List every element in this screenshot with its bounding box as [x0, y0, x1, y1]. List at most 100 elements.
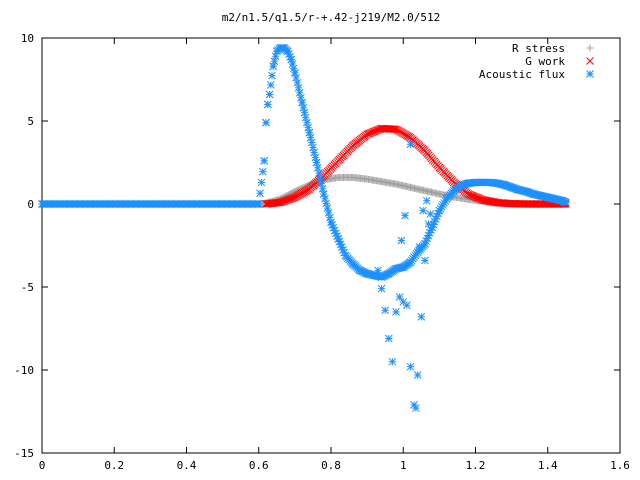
y-tick-label: -10: [14, 364, 34, 377]
data-point: [381, 306, 390, 315]
data-point: [309, 143, 317, 152]
series-layer: [38, 44, 570, 413]
data-point: [356, 266, 364, 275]
data-point: [317, 179, 326, 188]
data-point: [426, 210, 435, 218]
data-point: [464, 190, 473, 198]
data-point: [500, 181, 509, 189]
data-point: [269, 62, 278, 71]
data-point: [363, 269, 371, 278]
data-point: [472, 193, 481, 202]
data-point: [265, 90, 274, 99]
data-point: [146, 200, 155, 208]
data-point: [310, 148, 318, 157]
data-point: [406, 140, 415, 149]
data-point: [421, 256, 429, 265]
data-point: [322, 199, 331, 208]
data-point: [262, 118, 270, 127]
plot-frame: [41, 37, 621, 454]
data-point: [256, 189, 264, 198]
x-tick-label: 1.4: [538, 459, 558, 472]
data-point: [268, 71, 276, 80]
data-point: [374, 266, 382, 275]
x-tick-label: 0.8: [321, 459, 341, 472]
data-point: [318, 184, 327, 193]
data-point: [413, 248, 422, 256]
data-point: [364, 129, 373, 138]
data-point: [298, 98, 306, 107]
data-point: [38, 200, 46, 208]
data-point: [377, 273, 386, 281]
data-point: [323, 204, 332, 213]
data-point: [306, 133, 315, 142]
data-point: [304, 123, 312, 132]
data-point: [464, 179, 473, 188]
data-point: [442, 195, 451, 203]
data-point: [370, 271, 379, 280]
data-point: [288, 194, 297, 203]
data-point: [365, 129, 374, 138]
data-point: [419, 206, 427, 215]
data-point: [388, 357, 397, 366]
data-point: [307, 138, 316, 147]
data-point: [297, 93, 305, 102]
data-point: [470, 192, 479, 201]
data-point: [514, 186, 523, 194]
data-point: [412, 404, 420, 413]
data-point: [417, 313, 426, 321]
data-point: [334, 235, 343, 243]
data-point: [468, 191, 477, 200]
data-point: [406, 258, 415, 266]
data-point: [291, 69, 299, 77]
data-point: [413, 371, 422, 379]
data-point: [384, 334, 393, 343]
data-point: [493, 179, 502, 188]
data-point: [327, 218, 335, 227]
data-point: [258, 167, 267, 176]
data-point: [457, 181, 465, 190]
data-point: [218, 200, 227, 208]
data-point: [276, 44, 285, 52]
data-point: [263, 100, 272, 109]
data-point: [478, 178, 487, 187]
data-point: [312, 158, 321, 167]
data-point: [368, 128, 377, 137]
data-point: [316, 174, 325, 183]
data-point: [260, 156, 269, 165]
data-point: [367, 128, 375, 137]
data-point: [473, 193, 482, 202]
legend-marker: [586, 70, 594, 78]
data-point: [283, 47, 292, 56]
data-point: [341, 251, 350, 260]
data-point: [372, 126, 381, 135]
y-tick-label: 5: [27, 115, 34, 128]
data-point: [384, 269, 393, 278]
data-point: [325, 213, 334, 222]
data-point: [377, 284, 386, 293]
data-point: [406, 362, 415, 371]
data-point: [293, 78, 302, 87]
x-tick-label: 0: [39, 459, 46, 472]
data-point: [486, 178, 494, 187]
data-point: [300, 108, 309, 117]
data-point: [551, 195, 559, 203]
data-point: [288, 60, 297, 68]
data-point: [371, 127, 379, 135]
x-tick-label: 1.2: [466, 459, 486, 472]
data-point: [465, 190, 474, 199]
data-point: [292, 73, 300, 82]
data-point: [467, 191, 475, 199]
data-point: [311, 153, 320, 162]
x-tick-label: 1.6: [610, 459, 630, 472]
data-point: [299, 103, 308, 112]
data-point: [295, 88, 304, 97]
legend-label: G work: [525, 55, 565, 68]
data-point: [110, 200, 119, 208]
data-point: [301, 113, 310, 122]
x-tick-label: 1: [400, 459, 407, 472]
data-point: [369, 127, 378, 136]
data-point: [321, 194, 329, 203]
x-tick-label: 0.2: [104, 459, 124, 472]
data-point: [392, 264, 400, 273]
